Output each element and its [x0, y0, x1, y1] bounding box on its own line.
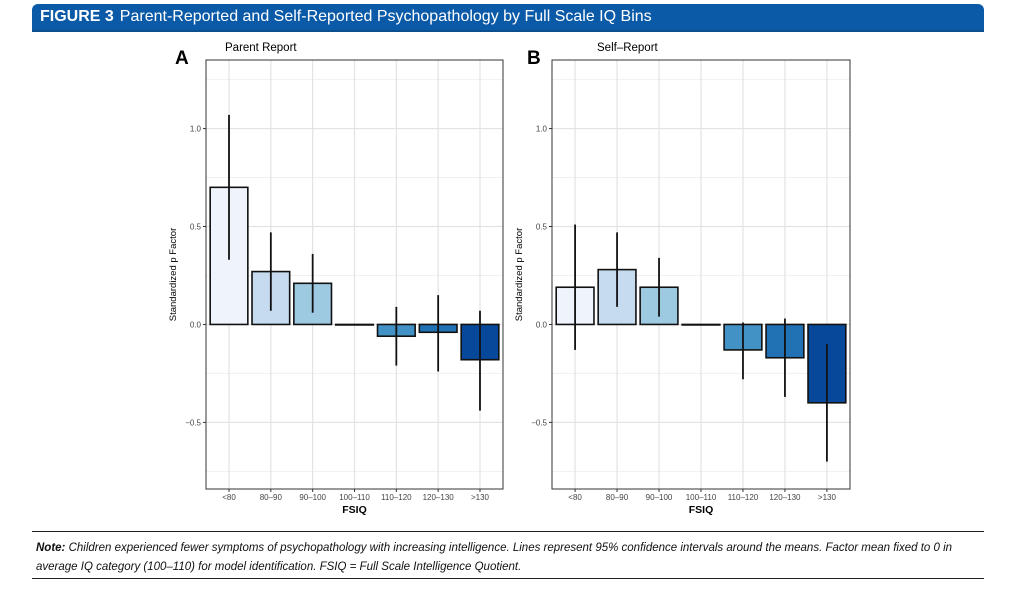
y-axis-label: Standardized p Factor — [514, 228, 525, 321]
panel-B: B Self–Report −0.5 0.0 0.5 1.0 <80 80–90 90–100 1… — [514, 42, 851, 516]
y-tick-label: 1.0 — [536, 125, 548, 134]
y-tick-label: −0.5 — [185, 418, 201, 427]
header-rule — [32, 30, 984, 32]
y-tick-label: −0.5 — [531, 418, 547, 427]
y-axis-label: Standardized p Factor — [168, 228, 179, 321]
figure-note: Note: Children experienced fewer symptom… — [32, 531, 984, 579]
x-tick-label: 110–120 — [728, 493, 759, 502]
x-tick-label: 90–100 — [299, 493, 326, 502]
x-tick-label: 100–110 — [686, 493, 717, 502]
panel-letter: A — [175, 48, 189, 69]
y-tick-label: 0.0 — [536, 320, 548, 329]
x-tick-label: >130 — [818, 493, 837, 502]
x-tick-label: 120–130 — [423, 493, 455, 502]
bar-100–110 — [334, 323, 375, 326]
x-tick-label: 90–100 — [646, 493, 673, 502]
y-tick-label: 1.0 — [190, 125, 202, 134]
figure-title: Parent-Reported and Self-Reported Psycho… — [119, 8, 652, 25]
charts: A Parent Report −0.5 0.0 0.5 1.0 <80 80–90 90–10… — [168, 42, 851, 516]
note-label: Note: — [36, 542, 66, 554]
panel-letter: B — [527, 48, 541, 69]
x-tick-label: >130 — [471, 493, 490, 502]
x-tick-label: 80–90 — [260, 493, 283, 502]
panel-title: Parent Report — [225, 42, 297, 54]
x-tick-label: <80 — [568, 493, 582, 502]
x-axis-label: FSIQ — [342, 504, 367, 516]
figure-header: FIGURE 3 Parent-Reported and Self-Reporte… — [32, 4, 984, 30]
y-tick-label: 0.5 — [536, 223, 548, 232]
x-tick-label: 80–90 — [606, 493, 629, 502]
y-tick-label: 0.5 — [190, 223, 202, 232]
x-tick-label: 100–110 — [339, 493, 370, 502]
panel-title: Self–Report — [597, 42, 659, 54]
figure-label: FIGURE 3 — [40, 8, 114, 25]
x-tick-label: 120–130 — [769, 493, 801, 502]
x-tick-label: <80 — [222, 493, 236, 502]
x-tick-label: 110–120 — [381, 493, 412, 502]
panel-A: A Parent Report −0.5 0.0 0.5 1.0 <80 80–90 90–10… — [168, 42, 504, 516]
x-axis-label: FSIQ — [689, 504, 714, 516]
y-tick-label: 0.0 — [190, 320, 202, 329]
bar-100–110 — [681, 323, 721, 326]
note-text: Children experienced fewer symptoms of p… — [36, 542, 953, 573]
